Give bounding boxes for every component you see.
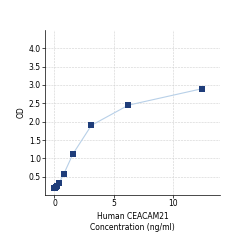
Point (200, 87, 204, 91)
Point (71, 152, 75, 156)
Point (54, 185, 58, 189)
Y-axis label: OD: OD (17, 106, 26, 118)
Point (57, 181, 61, 185)
Point (53, 186, 57, 190)
Point (55, 184, 59, 188)
Point (126, 103, 130, 107)
Point (62, 172, 66, 176)
Point (90, 123, 94, 127)
Point (52, 186, 56, 190)
X-axis label: Human CEACAM21
Concentration (ng/ml): Human CEACAM21 Concentration (ng/ml) (90, 212, 175, 232)
